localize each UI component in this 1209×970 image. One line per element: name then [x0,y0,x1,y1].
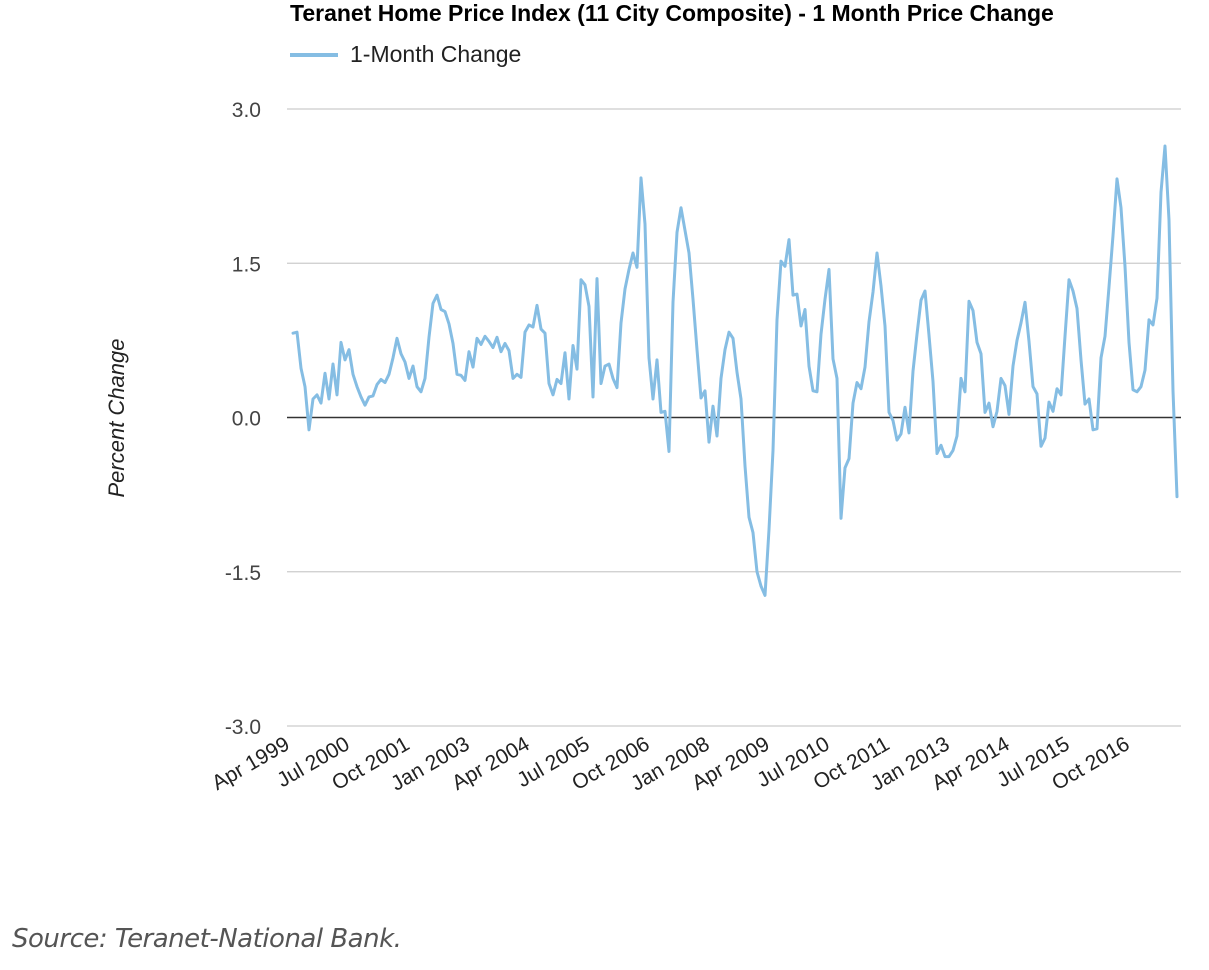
chart-title: Teranet Home Price Index (11 City Compos… [290,0,1054,26]
legend[interactable]: 1-Month Change [290,41,521,67]
y-tick-label: -1.5 [225,562,261,585]
chart: Teranet Home Price Index (11 City Compos… [104,0,1181,796]
series-layer [291,144,1179,597]
y-tick-label: 0.0 [232,408,261,431]
y-axis-label: Percent Change [104,339,129,498]
gridlines [287,108,1181,727]
series-line-1-month-change[interactable] [291,144,1179,597]
y-axis-ticks: 3.0 1.5 0.0 -1.5 -3.0 [225,99,261,739]
y-tick-label: 1.5 [232,253,261,276]
legend-label: 1-Month Change [350,41,521,67]
source-note: Source: Teranet-National Bank. [12,924,402,954]
y-tick-label: -3.0 [225,716,261,739]
y-tick-label: 3.0 [232,99,261,122]
